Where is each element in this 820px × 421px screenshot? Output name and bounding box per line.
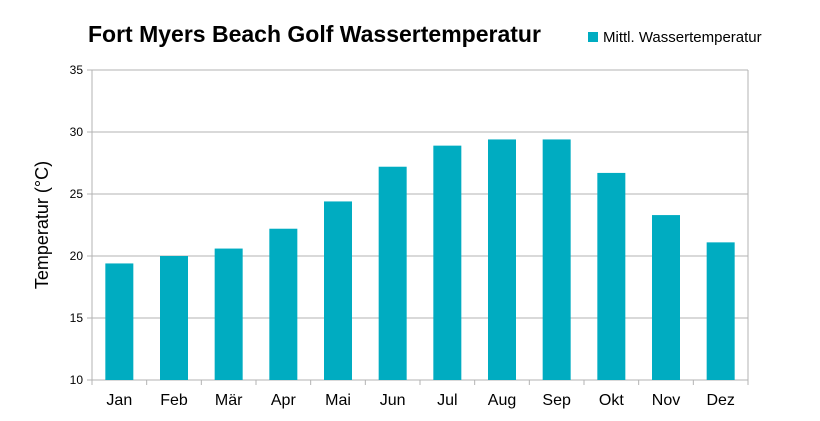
y-tick-label: 15 xyxy=(70,311,84,325)
y-tick-label: 30 xyxy=(70,125,84,139)
bar-Aug xyxy=(488,139,516,380)
bar-Mai xyxy=(324,201,352,380)
x-tick-label: Jun xyxy=(380,392,406,409)
x-tick-label: Okt xyxy=(599,392,624,409)
chart-title: Fort Myers Beach Golf Wassertemperatur xyxy=(88,21,541,47)
bar-Jul xyxy=(433,145,462,380)
x-tick-label: Jan xyxy=(106,392,132,409)
bar-Sep xyxy=(542,139,571,380)
bar-Nov xyxy=(652,215,680,380)
bar-Jun xyxy=(378,166,407,380)
y-tick-label: 35 xyxy=(70,63,84,77)
x-tick-label: Nov xyxy=(652,392,680,409)
bar-Mär xyxy=(214,248,243,380)
y-axis-label: Temperatur (°C) xyxy=(32,161,52,289)
legend-swatch xyxy=(588,32,598,42)
legend-label: Mittl. Wassertemperatur xyxy=(603,29,762,46)
x-tick-label: Feb xyxy=(160,392,188,409)
x-tick-label: Apr xyxy=(271,392,297,409)
x-tick-label: Sep xyxy=(542,392,571,409)
bar-Dez xyxy=(706,242,735,380)
bar-Feb xyxy=(160,256,188,380)
bar-Okt xyxy=(597,172,626,380)
y-tick-label: 20 xyxy=(70,249,84,263)
bar-Jan xyxy=(105,263,134,380)
x-tick-label: Dez xyxy=(706,392,734,409)
y-tick-label: 10 xyxy=(70,373,84,387)
x-tick-label: Mär xyxy=(215,392,243,409)
y-tick-label: 25 xyxy=(70,187,84,201)
x-tick-label: Aug xyxy=(488,392,516,409)
x-tick-label: Jul xyxy=(437,392,457,409)
bar-Apr xyxy=(269,228,298,380)
x-tick-label: Mai xyxy=(325,392,351,409)
